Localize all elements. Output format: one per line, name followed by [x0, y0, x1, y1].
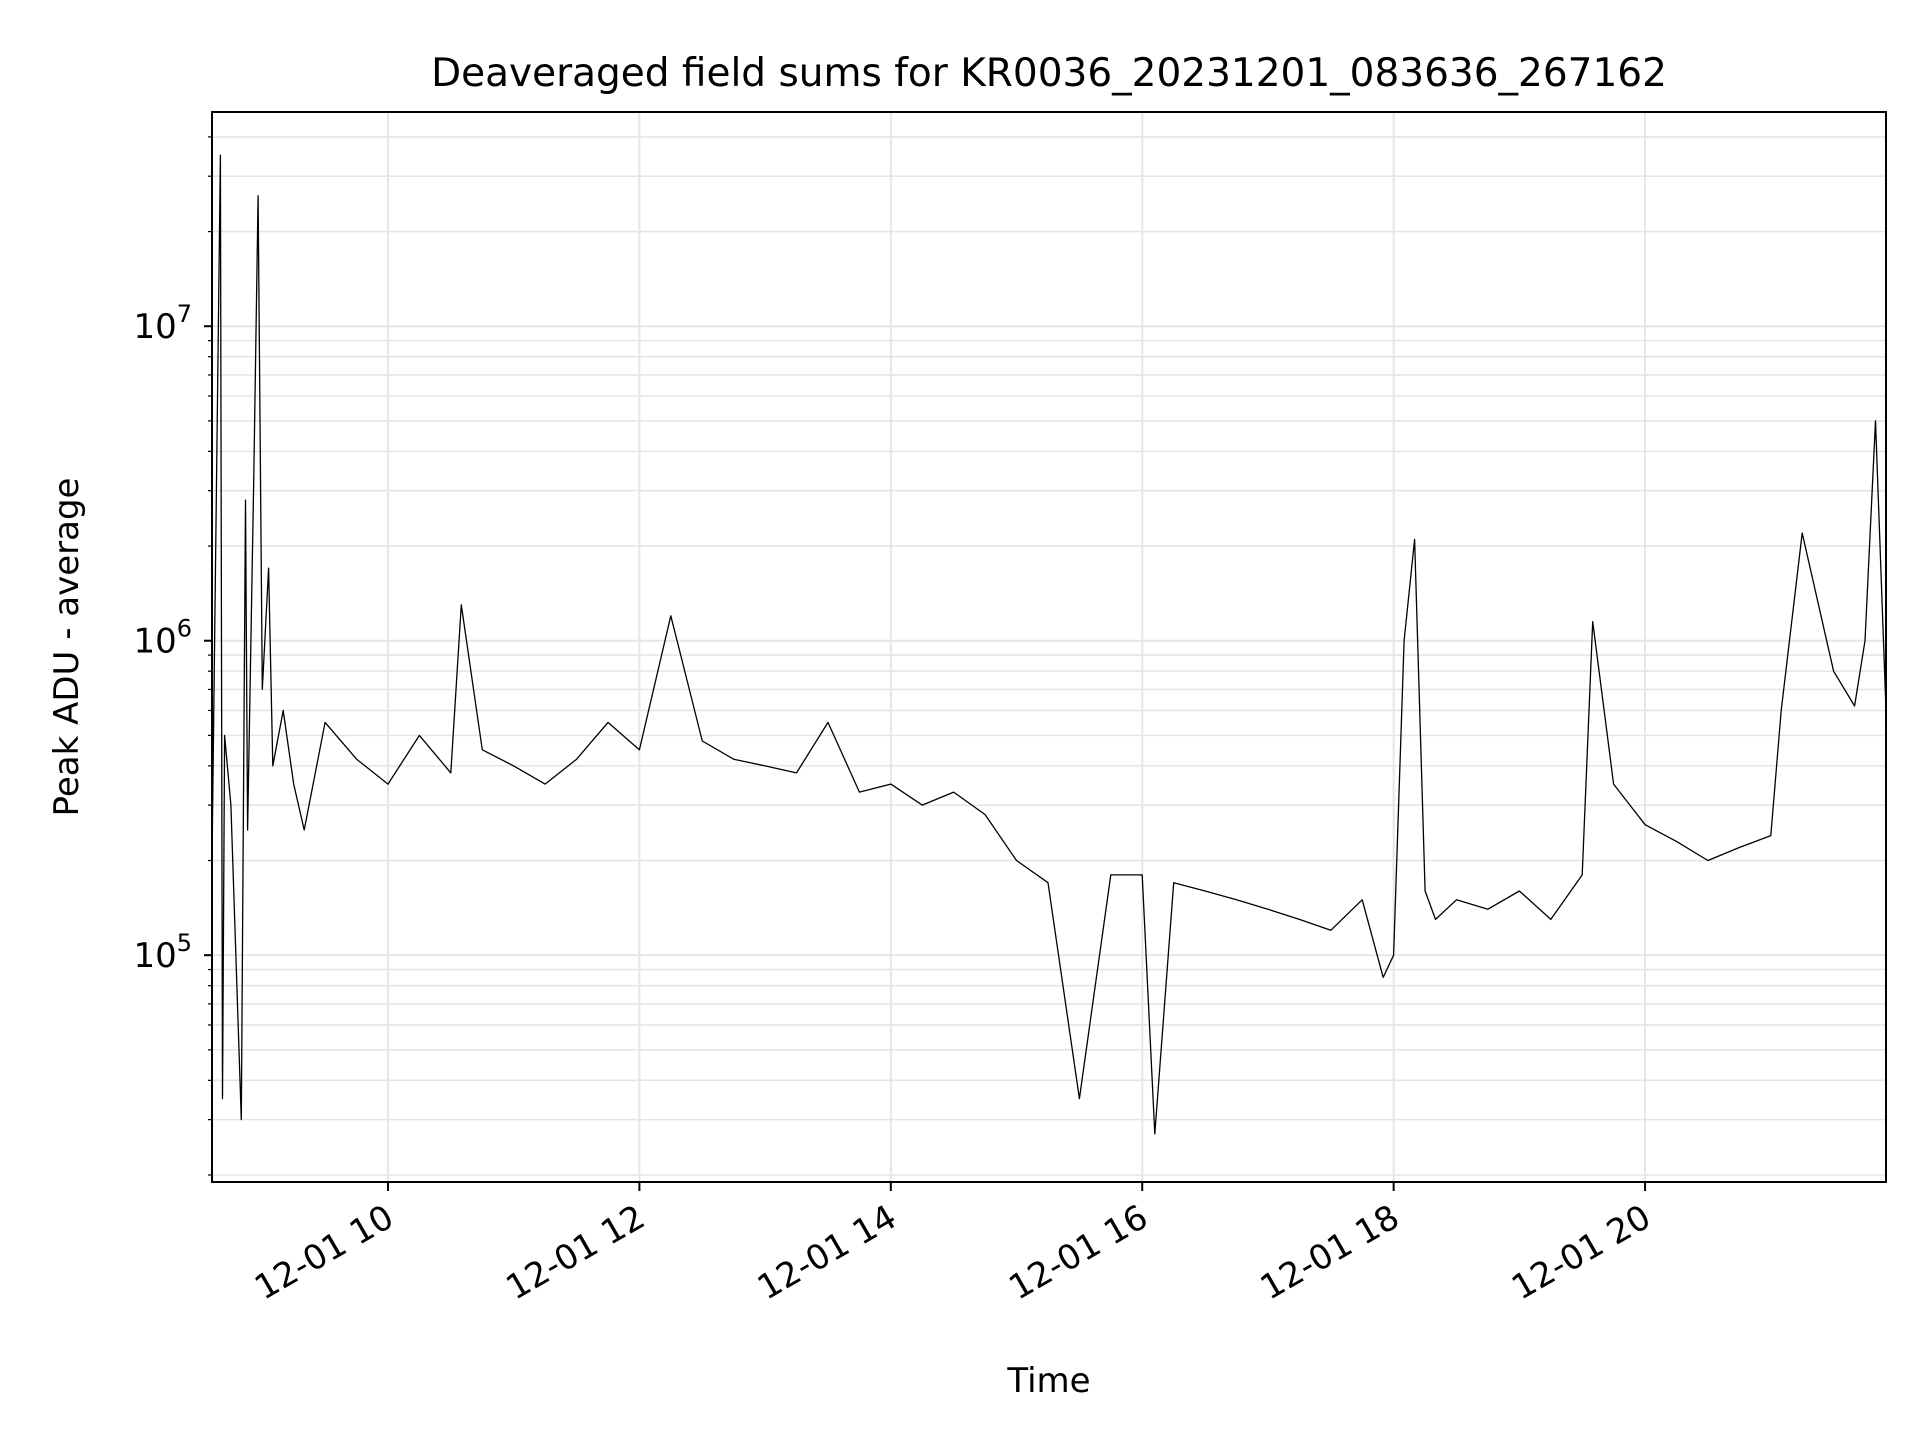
plot-frame	[211, 111, 1887, 1183]
y-tick-label: 105	[133, 929, 192, 976]
x-axis-label: Time	[1006, 1361, 1090, 1401]
y-tick-base: 10	[133, 622, 176, 662]
grid	[212, 112, 1886, 1182]
plot-area	[212, 154, 1886, 1135]
y-tick-exponent: 5	[177, 929, 192, 957]
series-line	[212, 154, 1886, 1135]
y-tick-base: 10	[133, 936, 176, 976]
y-tick-exponent: 6	[177, 615, 192, 643]
y-axis-label: Peak ADU - average	[47, 478, 87, 817]
y-tick-label: 106	[133, 615, 192, 662]
y-tick-label: 107	[133, 300, 192, 347]
y-tick-base: 10	[133, 307, 176, 347]
chart-title: Deaveraged field sums for KR0036_2023120…	[431, 51, 1667, 96]
y-tick-exponent: 7	[177, 300, 192, 328]
